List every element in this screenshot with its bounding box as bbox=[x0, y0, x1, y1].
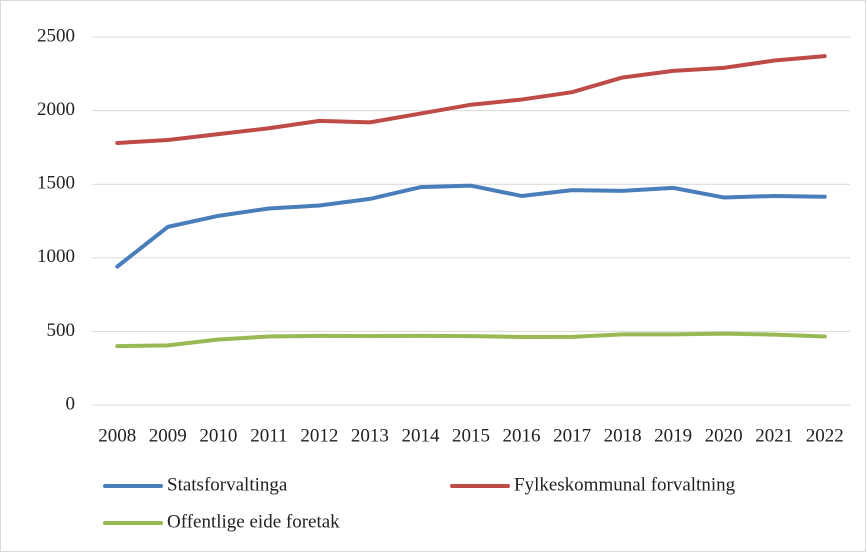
y-tick-label: 0 bbox=[66, 393, 76, 414]
x-tick-label: 2014 bbox=[401, 425, 440, 446]
x-tick-label: 2021 bbox=[755, 425, 793, 446]
line-series bbox=[115, 183, 827, 269]
y-tick-label: 1500 bbox=[37, 173, 75, 194]
legend-label: Offentlige eide foretak bbox=[167, 511, 340, 532]
x-tick-label: 2013 bbox=[351, 425, 389, 446]
line-series bbox=[115, 331, 827, 349]
y-tick-label: 2000 bbox=[37, 99, 75, 120]
x-tick-label: 2016 bbox=[503, 425, 541, 446]
x-tick-label: 2008 bbox=[98, 425, 136, 446]
legend-label: Statsforvaltinga bbox=[167, 474, 288, 495]
x-tick-label: 2011 bbox=[250, 425, 287, 446]
x-tick-label: 2022 bbox=[806, 425, 844, 446]
legend-label: Fylkeskommunal forvaltning bbox=[514, 474, 736, 495]
x-tick-label: 2015 bbox=[452, 425, 490, 446]
line-series bbox=[115, 54, 827, 145]
y-tick-label: 2500 bbox=[37, 25, 75, 46]
x-tick-label: 2012 bbox=[300, 425, 338, 446]
x-tick-label: 2020 bbox=[705, 425, 743, 446]
x-tick-label: 2010 bbox=[199, 425, 237, 446]
y-tick-label: 1000 bbox=[37, 246, 75, 267]
x-tick-label: 2019 bbox=[654, 425, 692, 446]
x-tick-label: 2017 bbox=[553, 425, 591, 446]
x-tick-label: 2009 bbox=[149, 425, 187, 446]
y-tick-label: 500 bbox=[47, 320, 76, 341]
x-tick-label: 2018 bbox=[604, 425, 642, 446]
